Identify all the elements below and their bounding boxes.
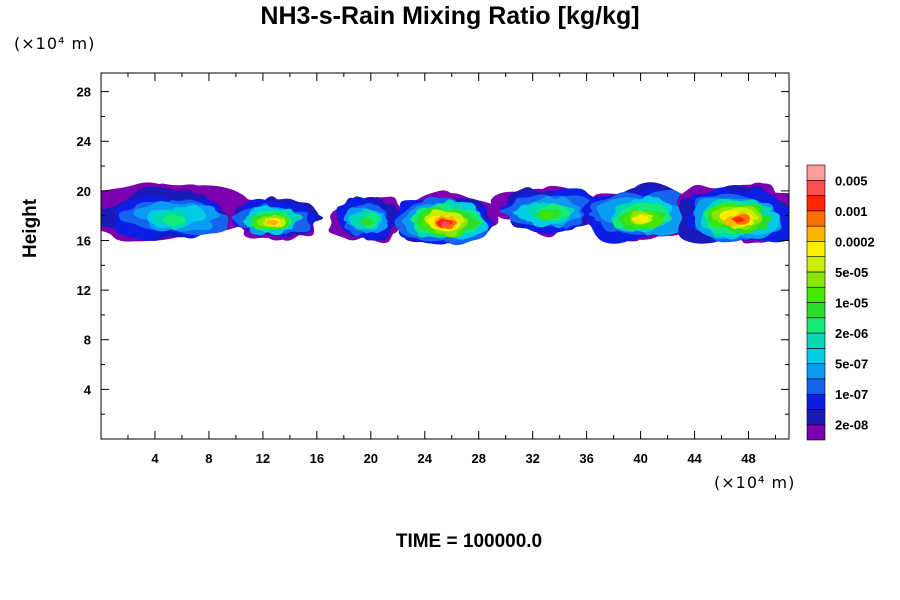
colorbar-label: 0.005 — [835, 173, 868, 188]
colorbar-swatch — [806, 409, 826, 426]
colorbar-swatch — [806, 179, 826, 196]
x-tick-label: 28 — [471, 451, 485, 466]
x-axis-unit: (×10⁴ m) — [714, 473, 796, 492]
colorbar-label: 0.0002 — [835, 234, 875, 249]
y-tick-label: 16 — [77, 233, 91, 248]
x-tick-label: 40 — [633, 451, 647, 466]
colorbar-swatch — [806, 424, 826, 441]
x-tick-label: 4 — [151, 451, 159, 466]
colorbar-swatch — [806, 317, 826, 334]
colorbar-label: 1e-05 — [835, 296, 868, 311]
colorbar-swatch — [806, 210, 826, 227]
time-label: TIME = 100000.0 — [395, 531, 543, 552]
colorbar-swatch — [806, 256, 826, 273]
y-tick-label: 24 — [77, 134, 92, 149]
contour-field — [101, 182, 789, 246]
y-tick-label: 8 — [84, 333, 91, 348]
y-axis-unit: (×10⁴ m) — [14, 34, 96, 53]
colorbar-swatch — [806, 348, 826, 364]
colorbar-swatch — [806, 378, 826, 395]
chart-title: NH3-s-Rain Mixing Ratio [kg/kg] — [260, 2, 640, 30]
x-tick-label: 32 — [525, 451, 539, 466]
x-tick-label: 8 — [205, 451, 212, 466]
colorbar-label: 0.001 — [835, 204, 868, 219]
colorbar-swatch — [806, 363, 826, 380]
x-tick-label: 44 — [687, 451, 702, 466]
field-contour-l12 — [636, 214, 649, 223]
y-tick-label: 4 — [84, 382, 92, 397]
x-tick-label: 36 — [579, 451, 593, 466]
colorbar-label: 5e-05 — [835, 265, 868, 280]
x-tick-label: 12 — [256, 451, 270, 466]
y-tick-label: 20 — [77, 184, 91, 199]
colorbar-label: 2e-06 — [835, 326, 868, 341]
y-tick-label: 28 — [77, 85, 91, 100]
field-contour-l13 — [267, 219, 277, 226]
colorbar-label: 1e-07 — [835, 387, 868, 402]
colorbar-swatch — [806, 332, 826, 349]
colorbar-swatch — [806, 393, 826, 410]
plot-frame — [100, 72, 790, 440]
field-contour-l8 — [363, 217, 373, 227]
colorbar-swatch — [806, 241, 826, 257]
y-tick-label: 12 — [77, 283, 91, 298]
x-tick-label: 20 — [364, 451, 378, 466]
field-contour-l15 — [731, 216, 745, 223]
x-tick-label: 48 — [741, 451, 755, 466]
colorbar-label: 2e-08 — [835, 418, 868, 433]
colorbar-swatch — [806, 271, 826, 288]
colorbar-swatch — [806, 164, 826, 181]
colorbar: 2e-08 1e-07 5e-07 2e-06 1e-05 5e-05 0.0002 0.00… — [806, 164, 875, 441]
colorbar-swatch — [806, 286, 826, 303]
colorbar-swatch — [806, 302, 826, 319]
colorbar-label: 5e-07 — [835, 357, 868, 372]
colorbar-swatch — [806, 195, 826, 212]
x-tick-label: 24 — [418, 451, 433, 466]
x-tick-label: 16 — [310, 451, 324, 466]
field-contour-l16 — [440, 221, 450, 228]
field-contour-l9 — [539, 210, 554, 218]
colorbar-swatch — [806, 225, 826, 242]
field-contour-l7 — [161, 213, 183, 226]
